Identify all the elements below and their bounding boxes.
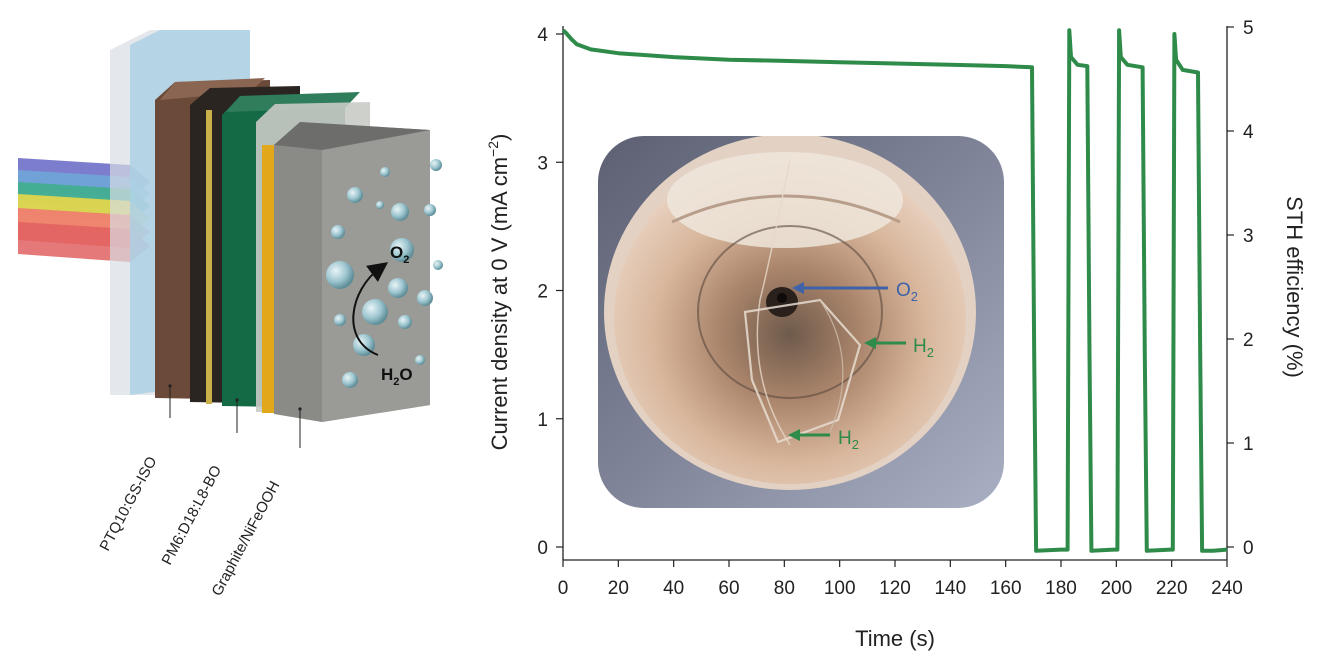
y-tick-label: 1 [537,410,548,431]
x-tick-label: 180 [1045,578,1077,599]
x-tick-label: 240 [1211,578,1243,599]
photo-label-h2-lower: H2 [838,428,859,452]
x-tick-label: 80 [774,578,795,599]
x-tick-label: 140 [934,578,966,599]
y-axis-title: Current density at 0 V (mA cm−2) [485,134,512,451]
y2-tick-label: 2 [1243,330,1254,351]
photo-label-o2: O2 [896,280,918,304]
x-tick-label: 120 [879,578,911,599]
x-tick-label: 40 [663,578,684,599]
x-tick-label: 20 [608,578,629,599]
y-tick-labels: 0 1 2 3 4 [537,25,548,559]
device-schematic: O2 H2O PTQ10:GS-ISO PM6:D18:L8-BO Graphi… [18,30,443,599]
y2-tick-label: 0 [1243,538,1254,559]
layer-label-pm6: PM6:D18:L8-BO [159,463,226,568]
y2-tick-label: 1 [1243,434,1254,455]
y-tick-label: 2 [537,282,548,303]
x-tick-label: 0 [558,578,569,599]
o2-label: O2 [390,243,409,266]
inset-photo [598,136,1004,508]
chart: 0 20 40 60 80 100 120 140 160 180 200 220 240 01234 … [485,18,1307,651]
reaction-arrow [352,262,389,356]
y2-tick-label: 3 [1243,226,1254,247]
photo-label-h2-upper: H2 [913,336,934,360]
y2-tick-labels: 0 1 2 3 4 5 [1243,18,1254,559]
h2o-label: H2O [381,365,413,388]
photo-annotations: O2 H2 H2 [788,280,934,452]
axis-ticks [556,26,1234,567]
layer-label-ptq10: PTQ10:GS-ISO [97,454,161,554]
y2-tick-label: 4 [1243,122,1254,143]
y2-axis-title: STH efficiency (%) [1282,196,1307,378]
layer-label-graphite: Graphite/NiFeOOH [209,478,284,599]
x-tick-label: 200 [1100,578,1132,599]
x-tick-labels: 0 20 40 60 80 100 120 140 160 180 200 220 240 [558,578,1243,599]
x-tick-label: 220 [1156,578,1188,599]
x-tick-label: 60 [718,578,739,599]
x-axis-title: Time (s) [855,626,935,651]
x-tick-label: 160 [990,578,1022,599]
y-tick-label: 0 [537,538,548,559]
y-tick-label: 3 [537,153,548,174]
y-tick-label: 4 [537,25,548,46]
y2-tick-label: 5 [1243,18,1254,39]
x-tick-label: 100 [824,578,856,599]
series-line-current-density [561,28,1228,553]
